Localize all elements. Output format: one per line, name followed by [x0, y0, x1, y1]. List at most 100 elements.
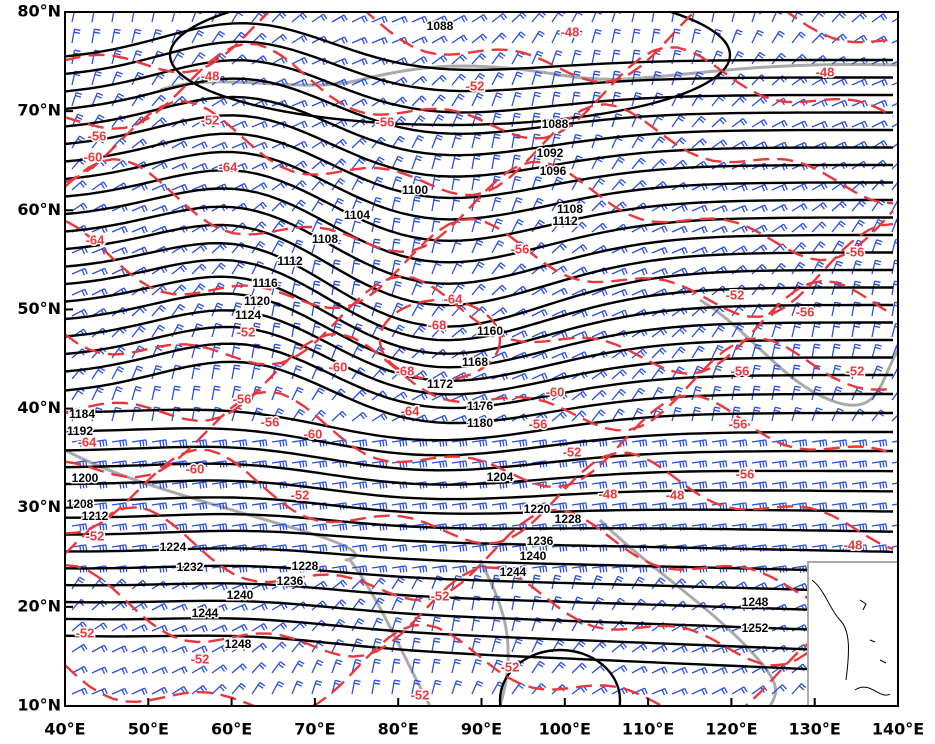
wind-barb: [631, 267, 648, 276]
height-label: 1088: [542, 117, 569, 131]
wind-barb: [731, 686, 748, 695]
wind-barb: [211, 644, 228, 653]
height-label: 1108: [557, 202, 583, 216]
wind-barb: [531, 351, 548, 360]
wind-barb: [591, 641, 607, 653]
wind-barb: [71, 202, 88, 212]
wind-barb: [151, 183, 168, 192]
wind-barb: [651, 246, 668, 255]
height-label: 1092: [537, 146, 564, 160]
wind-barb: [511, 112, 521, 128]
wind-barb: [691, 345, 705, 359]
wind-barb: [831, 502, 848, 510]
wind-barb: [591, 222, 608, 233]
temperature-label: -52: [501, 659, 520, 674]
wind-barb: [211, 439, 228, 447]
temperature-label: -64: [401, 403, 421, 418]
wind-barb: [111, 49, 122, 65]
x-tick-label: 40°E: [44, 720, 85, 739]
wind-barb: [711, 204, 728, 213]
wind-barb: [851, 120, 868, 129]
wind-barb: [111, 386, 123, 401]
wind-barb: [271, 33, 288, 44]
wind-barb: [151, 544, 168, 552]
wind-barb: [191, 385, 201, 401]
wind-barb: [91, 92, 104, 107]
wind-barb: [711, 687, 728, 695]
wind-barb: [151, 204, 168, 213]
wind-barb: [771, 481, 788, 489]
height-label: 1228: [292, 559, 319, 573]
wind-barb: [611, 91, 622, 107]
y-tick-label: 40°N: [17, 398, 61, 417]
wind-barb: [251, 523, 268, 531]
wind-barb: [551, 29, 564, 44]
wind-barb: [111, 645, 128, 653]
wind-barb: [431, 74, 447, 86]
wind-barb: [71, 460, 88, 468]
wind-barb: [211, 603, 228, 612]
height-label: 1104: [344, 208, 370, 222]
wind-barb: [871, 544, 888, 552]
wind-barb: [371, 481, 388, 489]
temperature-contour: [65, 275, 894, 376]
wind-barb: [651, 267, 668, 276]
wind-barb: [491, 12, 508, 23]
wind-barb: [71, 439, 88, 447]
wind-barb: [251, 642, 268, 653]
wind-barb: [591, 460, 608, 468]
temperature-contour: [65, 448, 894, 551]
wind-barb: [611, 481, 628, 489]
wind-barb: [571, 481, 588, 489]
wind-barb: [91, 267, 108, 276]
wind-barb: [771, 523, 788, 531]
wind-barb: [431, 35, 448, 44]
wind-barb: [891, 39, 898, 44]
wind-barb: [731, 523, 748, 531]
wind-barb: [891, 17, 898, 23]
wind-barb: [251, 502, 268, 510]
wind-barb: [391, 196, 402, 212]
temperature-label: -52: [411, 687, 430, 702]
wind-barb: [411, 217, 421, 233]
wind-barb: [751, 544, 768, 552]
height-label: 1100: [402, 183, 428, 197]
wind-barb: [111, 366, 125, 380]
height-label: 1228: [555, 512, 582, 526]
wind-barb: [851, 502, 868, 510]
wind-barb: [651, 225, 668, 233]
wind-barb: [351, 323, 363, 338]
wind-barb: [211, 683, 227, 695]
wind-barb: [791, 183, 808, 191]
wind-barb: [731, 439, 748, 447]
height-label: 1112: [552, 214, 578, 228]
wind-barb: [871, 239, 883, 254]
wind-barb: [771, 684, 787, 695]
wind-barb: [151, 666, 168, 675]
wind-barb: [571, 309, 588, 318]
wind-barb: [771, 119, 788, 128]
height-contour: [65, 40, 893, 93]
wind-barb: [271, 460, 288, 468]
wind-barb: [691, 645, 708, 654]
wind-barb: [631, 368, 647, 380]
temperature-label: -52: [86, 528, 105, 543]
wind-barb: [711, 324, 726, 338]
wind-barb: [811, 460, 828, 468]
wind-barb: [611, 460, 628, 468]
wind-barb: [791, 364, 801, 380]
x-tick-label: 120°E: [705, 720, 757, 739]
height-contour: [65, 58, 893, 114]
wind-barb: [231, 663, 247, 674]
wind-barb: [471, 658, 482, 674]
wind-barb: [531, 30, 545, 44]
height-contour: [65, 462, 894, 486]
wind-barb: [371, 658, 381, 674]
wind-barb: [271, 240, 285, 254]
wind-barb: [71, 544, 88, 552]
wind-barb: [631, 502, 648, 510]
wind-barb: [291, 386, 304, 401]
wind-barb: [751, 183, 768, 192]
wind-barb: [191, 624, 208, 633]
wind-barb: [491, 565, 508, 573]
